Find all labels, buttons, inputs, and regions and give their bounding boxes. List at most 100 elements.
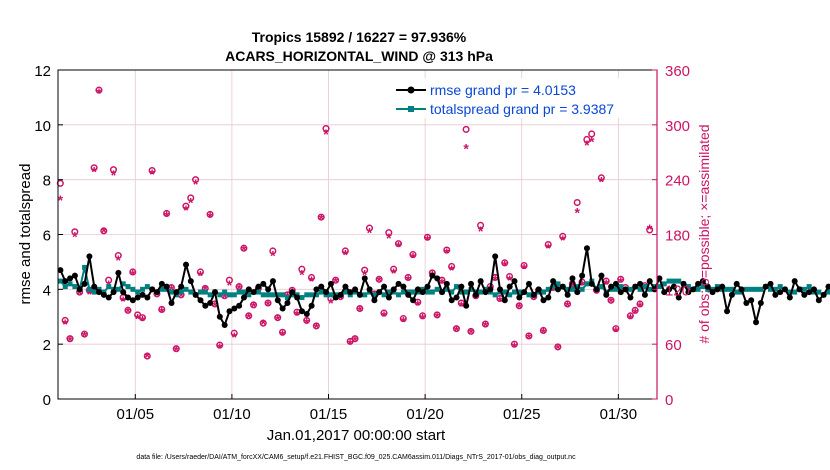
spread-point <box>724 286 730 292</box>
obs-assimilated-marker: * <box>574 205 580 221</box>
spread-point <box>396 292 402 298</box>
obs-assimilated-marker: * <box>227 277 233 293</box>
obs-assimilated-marker: * <box>294 307 300 323</box>
obs-possible-marker <box>375 275 383 283</box>
rmse-point <box>308 302 315 309</box>
spread-point <box>236 289 242 295</box>
obs-possible-marker <box>274 314 282 322</box>
obs-assimilated-marker: * <box>217 340 223 356</box>
rmse-point <box>395 280 402 287</box>
spread-point <box>768 286 774 292</box>
rmse-point <box>656 275 663 282</box>
obs-assimilated-marker: * <box>207 209 213 225</box>
obs-possible-marker <box>361 266 369 274</box>
obs-assimilated-marker: * <box>72 228 78 244</box>
obs-possible-marker <box>341 247 349 255</box>
obs-assimilated-marker: * <box>130 267 136 283</box>
obs-assimilated-marker: * <box>67 333 73 349</box>
obs-possible-marker <box>71 228 79 236</box>
rmse-point <box>439 289 446 296</box>
obs-possible-marker <box>636 300 644 308</box>
obs-assimilated-marker: * <box>555 341 561 357</box>
rmse-point <box>815 297 822 304</box>
obs-possible-marker <box>419 312 427 320</box>
spread-point <box>226 292 232 298</box>
rmse-point <box>545 294 552 301</box>
obs-possible-marker <box>148 166 156 175</box>
rmse-point <box>390 286 397 293</box>
obs-assimilated-marker: * <box>333 274 339 290</box>
rmse-point <box>772 291 779 298</box>
obs-possible-marker <box>172 345 180 353</box>
rmse-point <box>550 278 557 285</box>
obs-assimilated-marker: * <box>309 273 315 289</box>
spread-point <box>299 295 305 301</box>
spread-point <box>661 281 667 287</box>
rmse-point <box>303 311 310 318</box>
obs-possible-marker <box>278 328 287 336</box>
obs-possible-marker <box>501 259 509 267</box>
obs-assimilated-marker: * <box>164 208 170 224</box>
obs-assimilated-marker: * <box>231 329 237 345</box>
rmse-point <box>105 294 112 301</box>
spread-point <box>806 284 812 290</box>
rmse-point <box>414 286 421 293</box>
y-left-tick-label: 8 <box>43 173 51 190</box>
rmse-point <box>178 283 185 290</box>
rmse-point <box>163 283 170 290</box>
rmse-point <box>236 302 243 309</box>
spread-point <box>825 289 830 295</box>
rmse-point <box>530 291 537 298</box>
x-tick-label: 01/05 <box>117 406 155 423</box>
rmse-point <box>767 280 774 287</box>
spread-point <box>202 289 208 295</box>
obs-assimilated-marker: * <box>603 276 609 292</box>
obs-assimilated-marker: * <box>420 311 426 327</box>
spread-point <box>468 286 474 292</box>
spread-point <box>507 292 513 298</box>
y-left-tick-label: 2 <box>43 337 51 354</box>
rmse-point <box>207 300 214 307</box>
rmse-point <box>197 297 204 304</box>
rmse-point <box>806 289 813 296</box>
obs-assimilated-marker: * <box>599 173 605 189</box>
spread-point <box>478 289 484 295</box>
obs-assimilated-marker: * <box>589 133 595 149</box>
obs-possible-marker <box>114 251 122 260</box>
rmse-point <box>777 289 784 296</box>
spread-point <box>511 289 517 295</box>
rmse-point <box>617 289 624 296</box>
obs-assimilated-marker: * <box>415 297 421 313</box>
spread-point <box>429 289 435 295</box>
obs-assimilated-marker: * <box>459 298 465 314</box>
spread-point <box>526 292 532 298</box>
obs-assimilated-marker: * <box>154 288 160 304</box>
x-tick-label: 01/10 <box>213 406 251 423</box>
obs-possible-marker <box>298 265 306 273</box>
obs-possible-marker <box>100 227 108 235</box>
rmse-point <box>612 280 619 287</box>
spread-point <box>207 292 213 298</box>
obs-possible-marker <box>90 164 98 172</box>
obs-assimilated-marker: * <box>270 248 276 264</box>
obs-possible-marker <box>317 213 325 221</box>
obs-assimilated-marker: * <box>159 304 165 320</box>
obs-possible-marker <box>423 233 431 241</box>
obs-possible-marker <box>394 240 403 248</box>
obs-assimilated-marker: * <box>521 260 527 276</box>
rmse-point <box>265 286 272 293</box>
obs-possible-marker <box>138 314 146 322</box>
spread-point <box>729 286 735 292</box>
rmse-point <box>381 283 388 290</box>
rmse-point <box>492 253 499 260</box>
obs-possible-marker <box>307 273 316 282</box>
spread-point <box>574 284 580 290</box>
spread-point <box>222 289 228 295</box>
y-left-tick-label: 6 <box>43 228 51 245</box>
spread-point <box>642 284 648 290</box>
rmse-point <box>400 283 407 290</box>
rmse-point <box>786 294 793 301</box>
spread-point <box>86 286 92 292</box>
obs-assimilated-marker: * <box>647 221 653 237</box>
rmse-point <box>583 245 590 252</box>
